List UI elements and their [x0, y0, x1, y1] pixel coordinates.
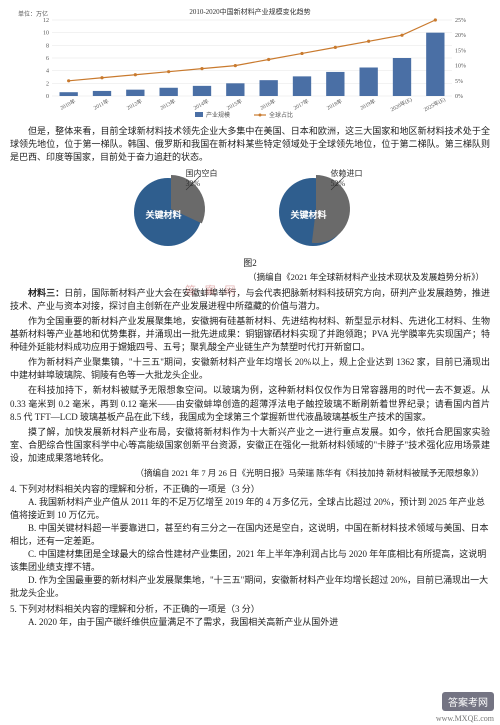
svg-text:2019年: 2019年: [359, 97, 378, 112]
svg-text:0: 0: [46, 94, 49, 100]
svg-text:全球占比: 全球占比: [269, 111, 293, 118]
figure-caption: 图2: [10, 256, 490, 269]
svg-text:单位：万亿: 单位：万亿: [18, 10, 48, 18]
svg-text:2010年: 2010年: [59, 97, 78, 112]
q4-option-b: B. 中国关键材料超一半要靠进口，甚至约有三分之一在国内还是空白，这说明，中国在…: [10, 522, 490, 548]
svg-text:8: 8: [46, 43, 49, 49]
source-1: （摘编自《2021 年全球新材料产业技术现状及发展趋势分析》）: [10, 271, 484, 283]
bar-line-chart: 2010-2020中国新材料产业规模变化趋势 单位：万亿 0 2 4 6 8 10 12 0% 5%…: [10, 6, 490, 121]
q5-option-a: A. 2020 年，由于国产碳纤维供应量满足不了需求，我国相关高新产业从国外进: [10, 616, 490, 629]
svg-text:2014年: 2014年: [192, 97, 211, 112]
svg-text:2011年: 2011年: [92, 97, 111, 112]
svg-text:6: 6: [46, 56, 49, 62]
paragraph-4: 在科技加持下，新材料被赋予无限想象空间。以玻璃为例，这种新材料仅仅作为日常容器用…: [10, 384, 490, 423]
svg-text:2: 2: [46, 81, 49, 87]
svg-text:2016年: 2016年: [259, 97, 278, 112]
svg-text:10: 10: [43, 31, 49, 37]
svg-text:0%: 0%: [455, 94, 463, 100]
mat3-body: 日前，国际新材料产业大会在安徽蚌埠举行，与会代表把脉新材料科技研究方向，研判产业…: [10, 288, 490, 311]
mat3-head: 材料三：: [28, 288, 64, 298]
svg-text:2015年: 2015年: [225, 97, 244, 112]
pie1-center: 关键材料: [146, 208, 182, 221]
svg-text:2010-2020中国新材料产业规模变化趋势: 2010-2020中国新材料产业规模变化趋势: [189, 7, 310, 16]
paragraph-3: 作为新材料产业聚集镇，"十三五"期间，安徽新材料产业年均增长 20%以上，规上企…: [10, 356, 490, 382]
svg-text:2018年: 2018年: [325, 97, 344, 112]
question-4: 4. 下列对材料相关内容的理解和分析，不正确的一项是（3 分）: [10, 483, 490, 496]
q4-option-d: D. 作为全国最重要的新材料产业发展聚集地，"十三五"期间，安徽新材料产业年均增…: [10, 574, 490, 600]
svg-text:10%: 10%: [455, 64, 466, 70]
svg-text:5%: 5%: [455, 79, 463, 85]
pie2-label: 依赖进口52%: [331, 168, 363, 188]
svg-text:15%: 15%: [455, 48, 466, 54]
svg-text:2017年: 2017年: [292, 97, 311, 112]
watermark-badge: 答案考网: [442, 692, 494, 711]
q4-option-c: C. 中国建材集团是全球最大的综合性建材产业集团，2021 年上半年净利润占比与…: [10, 548, 490, 574]
svg-text:产业规模: 产业规模: [206, 111, 230, 118]
pie2-center: 关键材料: [291, 208, 327, 221]
paragraph-1: 但是，整体来看，目前全球新材料技术领先企业大多集中在美国、日本和欧洲，这三大国家…: [10, 125, 490, 164]
q4-option-a: A. 我国新材料产业产值从 2011 年的不足万亿增至 2019 年的 4 万多…: [10, 496, 490, 522]
svg-text:25%: 25%: [455, 18, 466, 24]
paragraph-2: 作为全国重要的新材料产业发展聚集地，安徽拥有硅基新材料、先进结构材料、新型显示材…: [10, 315, 490, 354]
svg-text:4: 4: [46, 69, 49, 75]
pie-1: 国内空白32% 关键材料: [128, 170, 228, 250]
svg-text:2025年(E): 2025年(E): [422, 95, 447, 113]
source-2: （摘编自 2021 年 7 月 26 日《光明日报》马荣瑞 陈华有《科技加持 新…: [10, 467, 484, 479]
chart-svg: 2010-2020中国新材料产业规模变化趋势 单位：万亿 0 2 4 6 8 10 12 0% 5%…: [10, 6, 490, 118]
pie-row: 国内空白32% 关键材料 依赖进口52% 关键材料: [10, 170, 490, 250]
svg-text:2020年(E): 2020年(E): [389, 95, 414, 113]
svg-text:12: 12: [43, 18, 49, 24]
watermark-url: www.MXQE.com: [436, 714, 494, 723]
pie1-label: 国内空白32%: [186, 168, 218, 188]
pie-2: 依赖进口52% 关键材料: [273, 170, 373, 250]
material-3: 材料三：日前，国际新材料产业大会在安徽蚌埠举行，与会代表把脉新材料科技研究方向，…: [10, 287, 490, 313]
svg-text:2013年: 2013年: [159, 97, 178, 112]
question-5: 5. 下列对材料相关内容的理解和分析，不正确的一项是（3 分）: [10, 603, 490, 616]
svg-text:2012年: 2012年: [125, 97, 144, 112]
svg-text:20%: 20%: [455, 33, 466, 39]
paragraph-5: 摸了解，加快发展新材料产业布局，安徽将新材料作为十大新兴产业之一进行重点发展。如…: [10, 426, 490, 465]
